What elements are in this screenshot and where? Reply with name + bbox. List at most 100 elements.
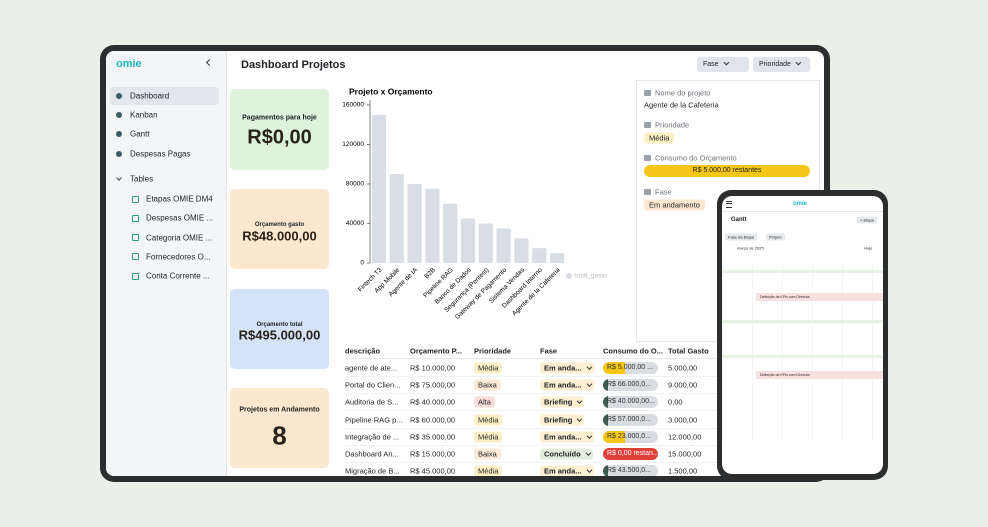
table-item[interactable]: Categoria OMIE ... (146, 233, 213, 243)
cell: R$ 45.000,00 (410, 466, 456, 476)
phase-tag[interactable]: Concluído (540, 448, 593, 460)
row-rule (345, 462, 725, 463)
filter-button[interactable]: Prioridade (753, 57, 810, 72)
tablet-logo: omie (793, 201, 808, 207)
nav-item[interactable]: Gantt (130, 129, 150, 139)
bar (549, 253, 565, 263)
cell: 15.000,00 (668, 449, 702, 459)
cell: R$ 15.000,00 (410, 449, 456, 459)
phase-tag[interactable]: Em anda... (540, 379, 594, 391)
cell: R$ 60.000,00 (410, 415, 456, 425)
kpi-value: 8 (272, 420, 287, 451)
phase-tag[interactable]: Briefing (540, 396, 585, 408)
priority-tag: Baixa (474, 448, 501, 460)
section-title: Tables (130, 174, 154, 184)
bar (496, 228, 511, 263)
cell[interactable]: Migração de B... (345, 466, 400, 476)
kpi-card (230, 189, 329, 269)
cell[interactable]: Portal do Clien... (345, 380, 401, 390)
cell: R$ 35.000,00 (410, 432, 456, 442)
today-button[interactable]: Hoje (864, 245, 873, 251)
kpi-label: Projetos em Andamento (239, 406, 320, 414)
cell[interactable]: Pipeline RAG p... (345, 415, 403, 425)
logo: omie (116, 58, 142, 70)
legend-swatch (566, 273, 572, 279)
cell[interactable]: agente de ate... (345, 363, 398, 373)
cell: 5.000,00 (668, 363, 698, 373)
table-icon (132, 195, 139, 203)
priority-tag: Média (474, 431, 503, 443)
cell[interactable]: Integração de ... (345, 432, 400, 442)
phase-tag[interactable]: Em anda... (540, 465, 594, 476)
budget-fill (603, 430, 625, 443)
table-icon (132, 234, 139, 242)
column-header: Fase (540, 346, 558, 356)
laptop-frame: Projeto x Orçamento 0 40000 80000 120000 1600… (100, 45, 830, 482)
cell: 12.000,00 (668, 432, 702, 442)
phase-tag[interactable]: Briefing (540, 414, 585, 426)
nav-item[interactable]: Dashboard (130, 91, 170, 101)
cell: R$ 10.000,00 (410, 363, 456, 373)
gantt-task: Definição de KPIs com Diretoria (760, 373, 810, 377)
budget-pill: R$ 57.000,0... (603, 413, 658, 426)
table-icon (132, 253, 139, 261)
budget-pill: R$ 23.000,0... (603, 430, 658, 443)
row-rule (345, 410, 725, 412)
chart: Projeto x Orçamento 0 40000 80000 120000 1600… (342, 86, 607, 321)
bar (514, 238, 529, 263)
phase-tag[interactable]: Em anda... (540, 431, 594, 443)
cell[interactable]: Auditoria de S... (345, 397, 399, 407)
priority-tag: Média (474, 414, 503, 426)
table-item[interactable]: Etapas OMIE DM4 (146, 194, 213, 204)
cell[interactable]: Dashboard An... (345, 449, 399, 459)
priority-tag: Alta (474, 396, 495, 408)
y-tick-label: 80000 (346, 181, 364, 188)
budget-fill (603, 413, 608, 426)
tablet-filter[interactable]: Fase da Etapa (725, 233, 758, 241)
gantt-month: março de 2025 (737, 245, 764, 251)
gantt-line (722, 270, 883, 273)
tablet-screen: omie Gantt + Etapa Fase da Etapa Projeto març… (722, 196, 883, 474)
phase-tag[interactable]: Em anda... (540, 362, 594, 374)
kpi-card (230, 89, 329, 170)
bar (407, 183, 422, 263)
header-rule (345, 358, 725, 359)
nav-item[interactable]: Kanban (130, 110, 158, 120)
column-header: Total Gasto (668, 346, 709, 356)
field-label: Fase (655, 187, 672, 197)
gantt-bar (756, 293, 883, 301)
field-label: Prioridade (655, 120, 690, 130)
table-item[interactable]: Despesas OMIE ... (146, 213, 214, 223)
budget-text: R$ 43.500,0... (607, 467, 651, 475)
filter-button[interactable]: Fase (697, 57, 749, 72)
table-item[interactable]: Conta Corrente ... (146, 271, 210, 281)
kpi-label: Pagamentos para hoje (242, 114, 317, 122)
budget-fill (603, 396, 608, 409)
budget-pill: R$ 66.000,0... (603, 379, 658, 392)
budget-fill (603, 362, 625, 374)
budget-pill: R$ 43.500,0... (603, 465, 658, 476)
kpi-value: R$48.000,00 (242, 228, 317, 244)
field-icon (644, 155, 651, 161)
kpi-value: R$0,00 (247, 126, 312, 149)
tablet-rule (722, 211, 883, 212)
budget-text: R$ 40.000,00... (607, 398, 655, 406)
kpi-card (230, 289, 329, 369)
column-header: Consumo do O... (603, 346, 663, 356)
nav-icon (116, 93, 122, 99)
cell: 9.000,00 (668, 380, 698, 390)
field-icon (644, 122, 651, 128)
add-button[interactable]: + Etapa (857, 216, 877, 224)
tablet-filter[interactable]: Projeto (766, 233, 785, 241)
cell: R$ 40.000,00 (410, 397, 456, 407)
table-item[interactable]: Fornecedores O... (146, 252, 211, 262)
nav-item[interactable]: Despesas Pagas (130, 149, 191, 159)
gantt-line (722, 320, 883, 323)
gantt-grid (722, 262, 883, 442)
budget-pill: R$ 5.000,00 ... (603, 362, 658, 374)
budget-bar: R$ 5.000,00 restantes (644, 165, 810, 177)
priority-tag: Baixa (474, 379, 501, 391)
y-tick-label: 160000 (342, 102, 364, 109)
cell: 1.500,00 (668, 466, 698, 476)
